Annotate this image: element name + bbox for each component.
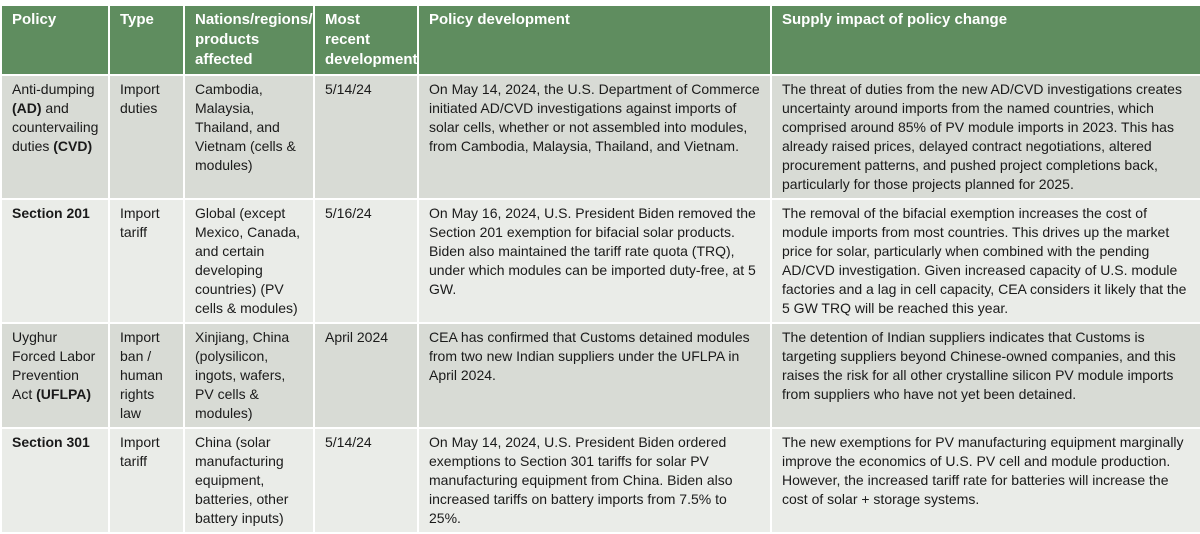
type-cell: Import tariff: [108, 198, 185, 324]
header-type: Type: [108, 4, 185, 76]
policy-abbr: (UFLPA): [36, 386, 92, 402]
policy-text: Anti-dumping: [12, 81, 95, 97]
header-row: Policy Type Nations/regions/ products af…: [0, 4, 1200, 76]
policy-abbr: (AD): [12, 100, 42, 116]
impact-cell: The detention of Indian suppliers indica…: [770, 322, 1200, 429]
table-row: Anti-dumping (AD) and countervailing dut…: [0, 74, 1200, 200]
policy-cell: Uyghur Forced Labor Prevention Act (UFLP…: [0, 322, 110, 429]
policy-cell: Anti-dumping (AD) and countervailing dut…: [0, 74, 110, 200]
nations-cell: Xinjiang, China (polysilicon, ingots, wa…: [183, 322, 315, 429]
date-cell: 5/16/24: [313, 198, 419, 324]
policy-name: Section 301: [12, 434, 90, 450]
header-date: Most recent development: [313, 4, 419, 76]
policy-cell: Section 301: [0, 427, 110, 534]
type-cell: Import duties: [108, 74, 185, 200]
nations-cell: China (solar manufacturing equipment, ba…: [183, 427, 315, 534]
development-cell: On May 14, 2024, the U.S. Department of …: [417, 74, 772, 200]
policy-cell: Section 201: [0, 198, 110, 324]
nations-cell: Cambodia, Malaysia, Thailand, and Vietna…: [183, 74, 315, 200]
table-row: Section 301 Import tariff China (solar m…: [0, 427, 1200, 534]
development-cell: On May 16, 2024, U.S. President Biden re…: [417, 198, 772, 324]
policy-text: and countervailing duties: [12, 100, 99, 154]
table-row: Section 201 Import tariff Global (except…: [0, 198, 1200, 324]
table-row: Uyghur Forced Labor Prevention Act (UFLP…: [0, 322, 1200, 429]
impact-cell: The threat of duties from the new AD/CVD…: [770, 74, 1200, 200]
policy-text: Uyghur Forced Labor Prevention Act: [12, 329, 96, 402]
date-cell: 5/14/24: [313, 74, 419, 200]
date-cell: 5/14/24: [313, 427, 419, 534]
impact-cell: The new exemptions for PV manufacturing …: [770, 427, 1200, 534]
type-cell: Import tariff: [108, 427, 185, 534]
policy-table: Policy Type Nations/regions/ products af…: [0, 4, 1200, 534]
development-cell: CEA has confirmed that Customs detained …: [417, 322, 772, 429]
header-policy: Policy: [0, 4, 110, 76]
policy-abbr: (CVD): [53, 138, 93, 154]
header-nations: Nations/regions/ products affected: [183, 4, 315, 76]
policy-name: Section 201: [12, 205, 90, 221]
header-development: Policy development: [417, 4, 772, 76]
header-impact: Supply impact of policy change: [770, 4, 1200, 76]
nations-cell: Global (except Mexico, Canada, and certa…: [183, 198, 315, 324]
impact-cell: The removal of the bifacial exemption in…: [770, 198, 1200, 324]
development-cell: On May 14, 2024, U.S. President Biden or…: [417, 427, 772, 534]
type-cell: Import ban / human rights law: [108, 322, 185, 429]
date-cell: April 2024: [313, 322, 419, 429]
